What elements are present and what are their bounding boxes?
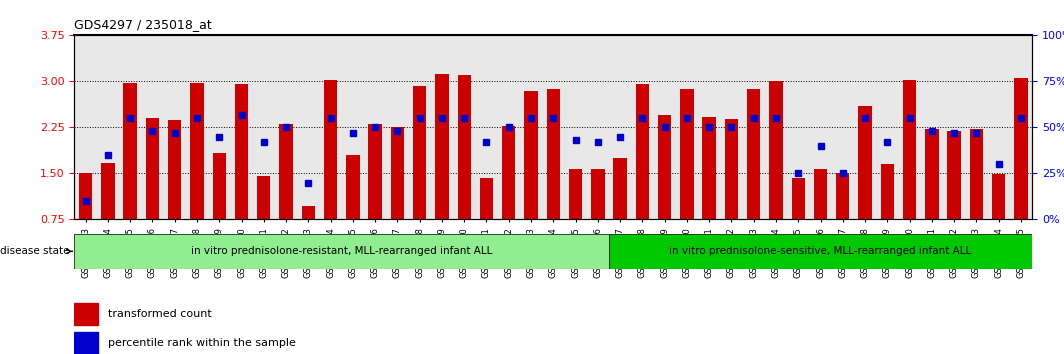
Bar — [435, 74, 449, 219]
Bar — [74, 303, 98, 325]
Bar — [725, 119, 738, 219]
Bar — [881, 164, 894, 219]
Bar — [635, 85, 649, 219]
Bar — [502, 126, 515, 219]
Bar — [235, 85, 248, 219]
Bar — [458, 75, 471, 219]
Bar — [346, 155, 360, 219]
Bar — [814, 169, 827, 219]
Bar — [525, 91, 537, 219]
Bar — [323, 80, 337, 219]
Bar — [74, 332, 98, 354]
Bar — [992, 174, 1005, 219]
Text: in vitro prednisolone-sensitive, MLL-rearranged infant ALL: in vitro prednisolone-sensitive, MLL-rea… — [669, 246, 971, 256]
FancyBboxPatch shape — [74, 234, 609, 269]
Text: in vitro prednisolone-resistant, MLL-rearranged infant ALL: in vitro prednisolone-resistant, MLL-rea… — [192, 246, 493, 256]
Bar — [480, 178, 493, 219]
Bar — [547, 90, 560, 219]
Bar — [257, 176, 270, 219]
Bar — [413, 86, 427, 219]
Bar — [368, 124, 382, 219]
Bar — [146, 118, 160, 219]
Bar — [123, 83, 137, 219]
Bar — [614, 158, 627, 219]
Bar — [168, 120, 181, 219]
Bar — [680, 90, 694, 219]
Bar — [747, 90, 761, 219]
FancyBboxPatch shape — [609, 234, 1032, 269]
Bar — [903, 80, 916, 219]
Bar — [592, 169, 604, 219]
Bar — [947, 131, 961, 219]
Bar — [390, 127, 404, 219]
Bar — [79, 173, 93, 219]
Bar — [1014, 78, 1028, 219]
Bar — [859, 106, 871, 219]
Bar — [792, 178, 805, 219]
Bar — [969, 129, 983, 219]
Bar — [190, 82, 203, 219]
Text: percentile rank within the sample: percentile rank within the sample — [109, 338, 296, 348]
Bar — [280, 124, 293, 219]
Bar — [213, 153, 226, 219]
Text: transformed count: transformed count — [109, 309, 212, 320]
Bar — [836, 173, 849, 219]
Bar — [702, 117, 716, 219]
Bar — [769, 81, 783, 219]
Bar — [301, 206, 315, 219]
Bar — [926, 129, 938, 219]
Bar — [658, 115, 671, 219]
Bar — [569, 169, 582, 219]
Text: GDS4297 / 235018_at: GDS4297 / 235018_at — [74, 18, 212, 31]
Text: disease state: disease state — [0, 246, 72, 256]
Bar — [101, 163, 115, 219]
